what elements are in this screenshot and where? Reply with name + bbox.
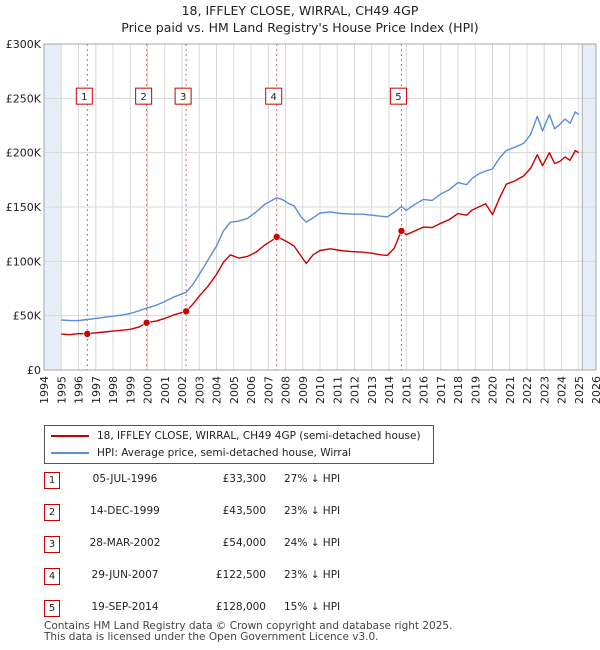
x-tick-label: 2015: [400, 376, 413, 404]
footer-licence: This data is licensed under the Open Gov…: [44, 631, 379, 643]
sale-marker-label: 1: [81, 92, 87, 103]
table-row: 3 28-MAR-2002 £54,000 24% ↓ HPI: [44, 536, 544, 556]
transaction-date: 14-DEC-1999: [90, 505, 160, 517]
table-row: 1 05-JUL-1996 £33,300 27% ↓ HPI: [44, 472, 544, 492]
sale-marker-box: [389, 87, 407, 105]
transaction-number: 5: [44, 600, 60, 617]
x-tick-label: 2004: [211, 376, 224, 404]
series-line-hpi: [61, 111, 580, 322]
x-tick-label: 2006: [245, 376, 258, 404]
legend-label-hpi: HPI: Average price, semi-detached house,…: [97, 447, 352, 459]
x-tick-label: 2002: [176, 376, 189, 404]
x-tick-label: 2010: [314, 376, 327, 404]
transaction-date: 28-MAR-2002: [89, 537, 161, 549]
sale-marker-box: [174, 87, 192, 105]
transaction-number: 4: [44, 568, 60, 585]
x-tick-label: 2011: [331, 376, 344, 404]
sale-marker-box: [135, 87, 153, 105]
x-tick-label: 2003: [193, 376, 206, 404]
x-tick-label: 1995: [55, 376, 68, 404]
sale-marker-box: [75, 87, 93, 105]
sale-point: [182, 307, 190, 316]
table-row: 4 29-JUN-2007 £122,500 23% ↓ HPI: [44, 568, 544, 588]
x-tick-label: 1996: [73, 376, 86, 404]
x-tick-label: 2018: [452, 376, 465, 404]
plot-border: [43, 43, 597, 371]
x-tick-label: 2008: [280, 376, 293, 404]
y-tick-label: £0: [27, 364, 41, 377]
x-tick-label: 2016: [418, 376, 431, 404]
legend-label-price: 18, IFFLEY CLOSE, WIRRAL, CH49 4GP (semi…: [97, 430, 421, 442]
x-tick-label: 1998: [107, 376, 120, 404]
footer: Contains HM Land Registry data © Crown c…: [44, 621, 452, 643]
series-line-price: [61, 149, 580, 336]
x-tick-label: 2021: [504, 376, 517, 404]
legend-swatch-hpi: [51, 452, 89, 454]
x-tick-label: 2012: [349, 376, 362, 404]
x-tick-label: 2024: [556, 376, 569, 404]
x-tick-label: 1999: [124, 376, 137, 404]
sale-marker-label: 2: [140, 92, 146, 103]
sale-marker-box: [265, 87, 283, 105]
x-tick-label: 2023: [538, 376, 551, 404]
transaction-price: £33,300: [222, 473, 266, 485]
x-tick-label: 2000: [142, 376, 155, 404]
x-tick-label: 2007: [262, 376, 275, 404]
y-tick-label: £250K: [6, 92, 42, 105]
sale-point: [397, 227, 406, 235]
transaction-date: 29-JUN-2007: [91, 569, 159, 581]
sale-marker-label: 3: [180, 92, 186, 103]
transaction-price: £128,000: [215, 601, 266, 613]
transaction-hpi: 15% ↓ HPI: [284, 601, 341, 613]
sale-point: [142, 318, 151, 327]
transaction-number: 1: [44, 472, 60, 489]
x-tick-label: 2009: [297, 376, 310, 404]
x-tick-label: 2019: [469, 376, 482, 404]
transaction-hpi: 24% ↓ HPI: [284, 537, 341, 549]
x-tick-label: 2017: [435, 376, 448, 404]
transaction-date: 19-SEP-2014: [91, 601, 159, 613]
transaction-price: £54,000: [222, 537, 266, 549]
transaction-hpi: 23% ↓ HPI: [284, 569, 341, 581]
transaction-number: 3: [44, 536, 60, 553]
transaction-hpi: 27% ↓ HPI: [284, 473, 341, 485]
transaction-price: £122,500: [215, 569, 266, 581]
transaction-number: 2: [44, 504, 60, 521]
sale-point: [83, 330, 92, 338]
x-tick-label: 2025: [573, 376, 586, 404]
sale-point: [272, 233, 281, 241]
y-tick-label: £100K: [6, 255, 42, 268]
sale-marker-label: 5: [395, 92, 401, 103]
sale-marker-label: 4: [271, 92, 277, 103]
y-tick-label: £50K: [13, 310, 42, 323]
chart-title: 18, IFFLEY CLOSE, WIRRAL, CH49 4GP: [181, 3, 419, 18]
y-tick-label: £150K: [6, 201, 42, 214]
chart-subtitle: Price paid vs. HM Land Registry's House …: [121, 20, 479, 35]
y-tick-label: £200K: [6, 147, 42, 160]
transaction-hpi: 23% ↓ HPI: [284, 505, 341, 517]
x-tick-label: 2001: [159, 376, 172, 404]
transaction-price: £43,500: [222, 505, 266, 517]
x-tick-label: 2020: [487, 376, 500, 404]
legend-swatch-price: [51, 435, 89, 437]
footer-copyright: Contains HM Land Registry data © Crown c…: [44, 620, 453, 632]
transaction-date: 05-JUL-1996: [92, 473, 158, 485]
x-tick-label: 1994: [38, 376, 51, 404]
y-tick-label: £300K: [6, 38, 42, 51]
x-tick-label: 2005: [228, 376, 241, 404]
x-tick-label: 2022: [521, 376, 534, 404]
price-chart: 1 2 3 4 5 £0 £50K £100K £150K £200K £250K £300K 1994…: [6, 38, 600, 404]
x-tick-label: 1997: [90, 376, 103, 404]
chart-legend: 18, IFFLEY CLOSE, WIRRAL, CH49 4GP (semi…: [44, 425, 434, 464]
x-tick-label: 2014: [383, 376, 396, 404]
x-tick-label: 2013: [366, 376, 379, 404]
table-row: 5 19-SEP-2014 £128,000 15% ↓ HPI: [44, 600, 544, 620]
x-tick-label: 2026: [590, 376, 600, 404]
table-row: 2 14-DEC-1999 £43,500 23% ↓ HPI: [44, 504, 544, 524]
